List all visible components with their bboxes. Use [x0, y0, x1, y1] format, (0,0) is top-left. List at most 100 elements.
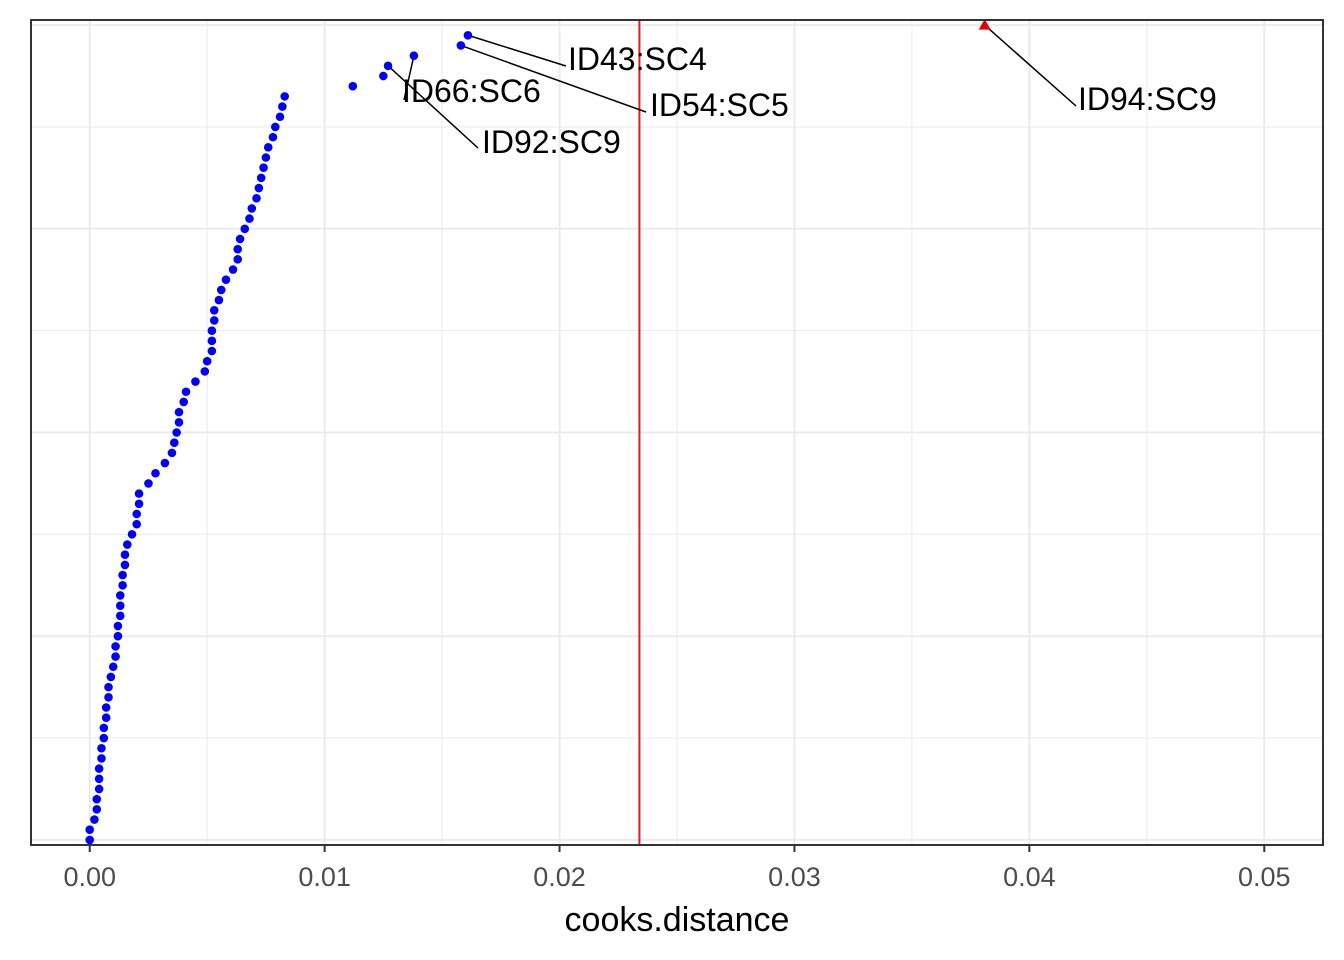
data-point — [235, 234, 245, 244]
label-connector — [387, 65, 479, 149]
x-axis-title: cooks.distance — [565, 901, 790, 939]
label-connector — [467, 34, 567, 67]
data-point — [240, 224, 250, 234]
data-point — [92, 805, 102, 814]
x-tick-label: 0.04 — [1003, 862, 1056, 892]
data-point — [85, 825, 95, 835]
data-point — [99, 733, 109, 743]
data-point — [94, 764, 104, 773]
data-point — [200, 367, 210, 376]
data-point — [275, 112, 285, 122]
data-point — [191, 377, 200, 386]
data-point — [456, 41, 466, 50]
data-point — [463, 30, 473, 40]
data-point — [120, 560, 130, 570]
data-point — [167, 448, 177, 458]
x-tick-label: 0.05 — [1238, 862, 1291, 892]
x-axis-tick-labels: 0.00 0.01 0.02 0.03 0.04 0.05 — [63, 862, 1290, 892]
data-point — [216, 285, 226, 295]
data-point — [160, 458, 170, 468]
data-point — [280, 92, 290, 101]
points — [85, 19, 991, 845]
data-point — [113, 621, 123, 631]
point-label: ID94:SC9 — [1078, 81, 1217, 117]
data-point — [113, 631, 123, 641]
data-point — [181, 387, 191, 397]
data-point — [207, 346, 217, 356]
data-point — [94, 774, 104, 784]
data-point — [259, 163, 268, 172]
data-point — [115, 611, 125, 621]
data-point — [252, 193, 261, 203]
x-tick-label: 0.03 — [768, 862, 821, 892]
label-connector — [984, 24, 1077, 107]
data-point — [111, 652, 120, 661]
data-point — [134, 489, 144, 498]
data-point — [268, 132, 278, 142]
data-point — [172, 428, 181, 437]
data-point — [85, 835, 95, 845]
data-point — [108, 662, 118, 672]
point-label: ID92:SC9 — [482, 124, 621, 160]
outlier-point — [978, 19, 991, 30]
data-point — [383, 61, 393, 71]
data-point — [174, 407, 184, 417]
data-point — [278, 102, 287, 111]
data-point — [123, 540, 132, 549]
data-point — [221, 275, 231, 285]
x-tick-label: 0.02 — [533, 862, 586, 892]
data-point — [254, 183, 264, 193]
data-point — [179, 397, 188, 407]
grid-major — [31, 20, 1323, 845]
x-tick-label: 0.00 — [63, 862, 116, 892]
data-point — [92, 794, 102, 804]
data-point — [233, 244, 243, 254]
data-point — [256, 173, 266, 183]
data-point — [120, 550, 130, 560]
data-point — [101, 713, 111, 722]
data-point — [245, 214, 254, 223]
data-point — [97, 743, 106, 753]
data-point — [169, 438, 179, 447]
data-point — [94, 784, 104, 794]
data-point — [132, 509, 142, 519]
data-point — [127, 530, 137, 539]
label-connector — [403, 55, 415, 101]
data-point — [118, 570, 127, 580]
data-point — [409, 51, 419, 60]
data-point — [118, 580, 127, 590]
x-tick-label: 0.01 — [298, 862, 351, 892]
data-point — [174, 418, 184, 427]
label-connector — [460, 44, 647, 113]
data-point — [134, 499, 144, 509]
x-axis-ticks — [88, 845, 1266, 852]
data-point — [106, 672, 116, 682]
data-point — [151, 468, 160, 478]
panel-border — [30, 19, 1324, 846]
data-point — [144, 479, 153, 488]
data-point — [202, 356, 212, 366]
data-point — [115, 591, 125, 600]
data-point — [97, 754, 106, 763]
data-point — [261, 153, 271, 162]
point-label: ID66:SC6 — [402, 73, 541, 109]
data-point — [90, 815, 99, 824]
data-point — [111, 642, 120, 651]
data-point — [104, 693, 113, 702]
data-point — [233, 255, 243, 264]
data-point — [271, 122, 280, 132]
data-point — [115, 601, 125, 610]
data-point — [207, 336, 217, 346]
data-point — [247, 204, 257, 213]
point-labels: ID43:SC4 ID54:SC5 ID66:SC6 ID92:SC9 ID94:SC9 — [402, 41, 1217, 160]
data-point — [348, 81, 358, 91]
data-point — [209, 316, 219, 325]
label-connectors — [387, 24, 1077, 149]
data-point — [101, 703, 111, 712]
data-point — [207, 326, 217, 335]
data-point — [379, 71, 388, 81]
data-point — [99, 723, 109, 733]
data-point — [132, 519, 142, 529]
data-point — [263, 143, 273, 152]
